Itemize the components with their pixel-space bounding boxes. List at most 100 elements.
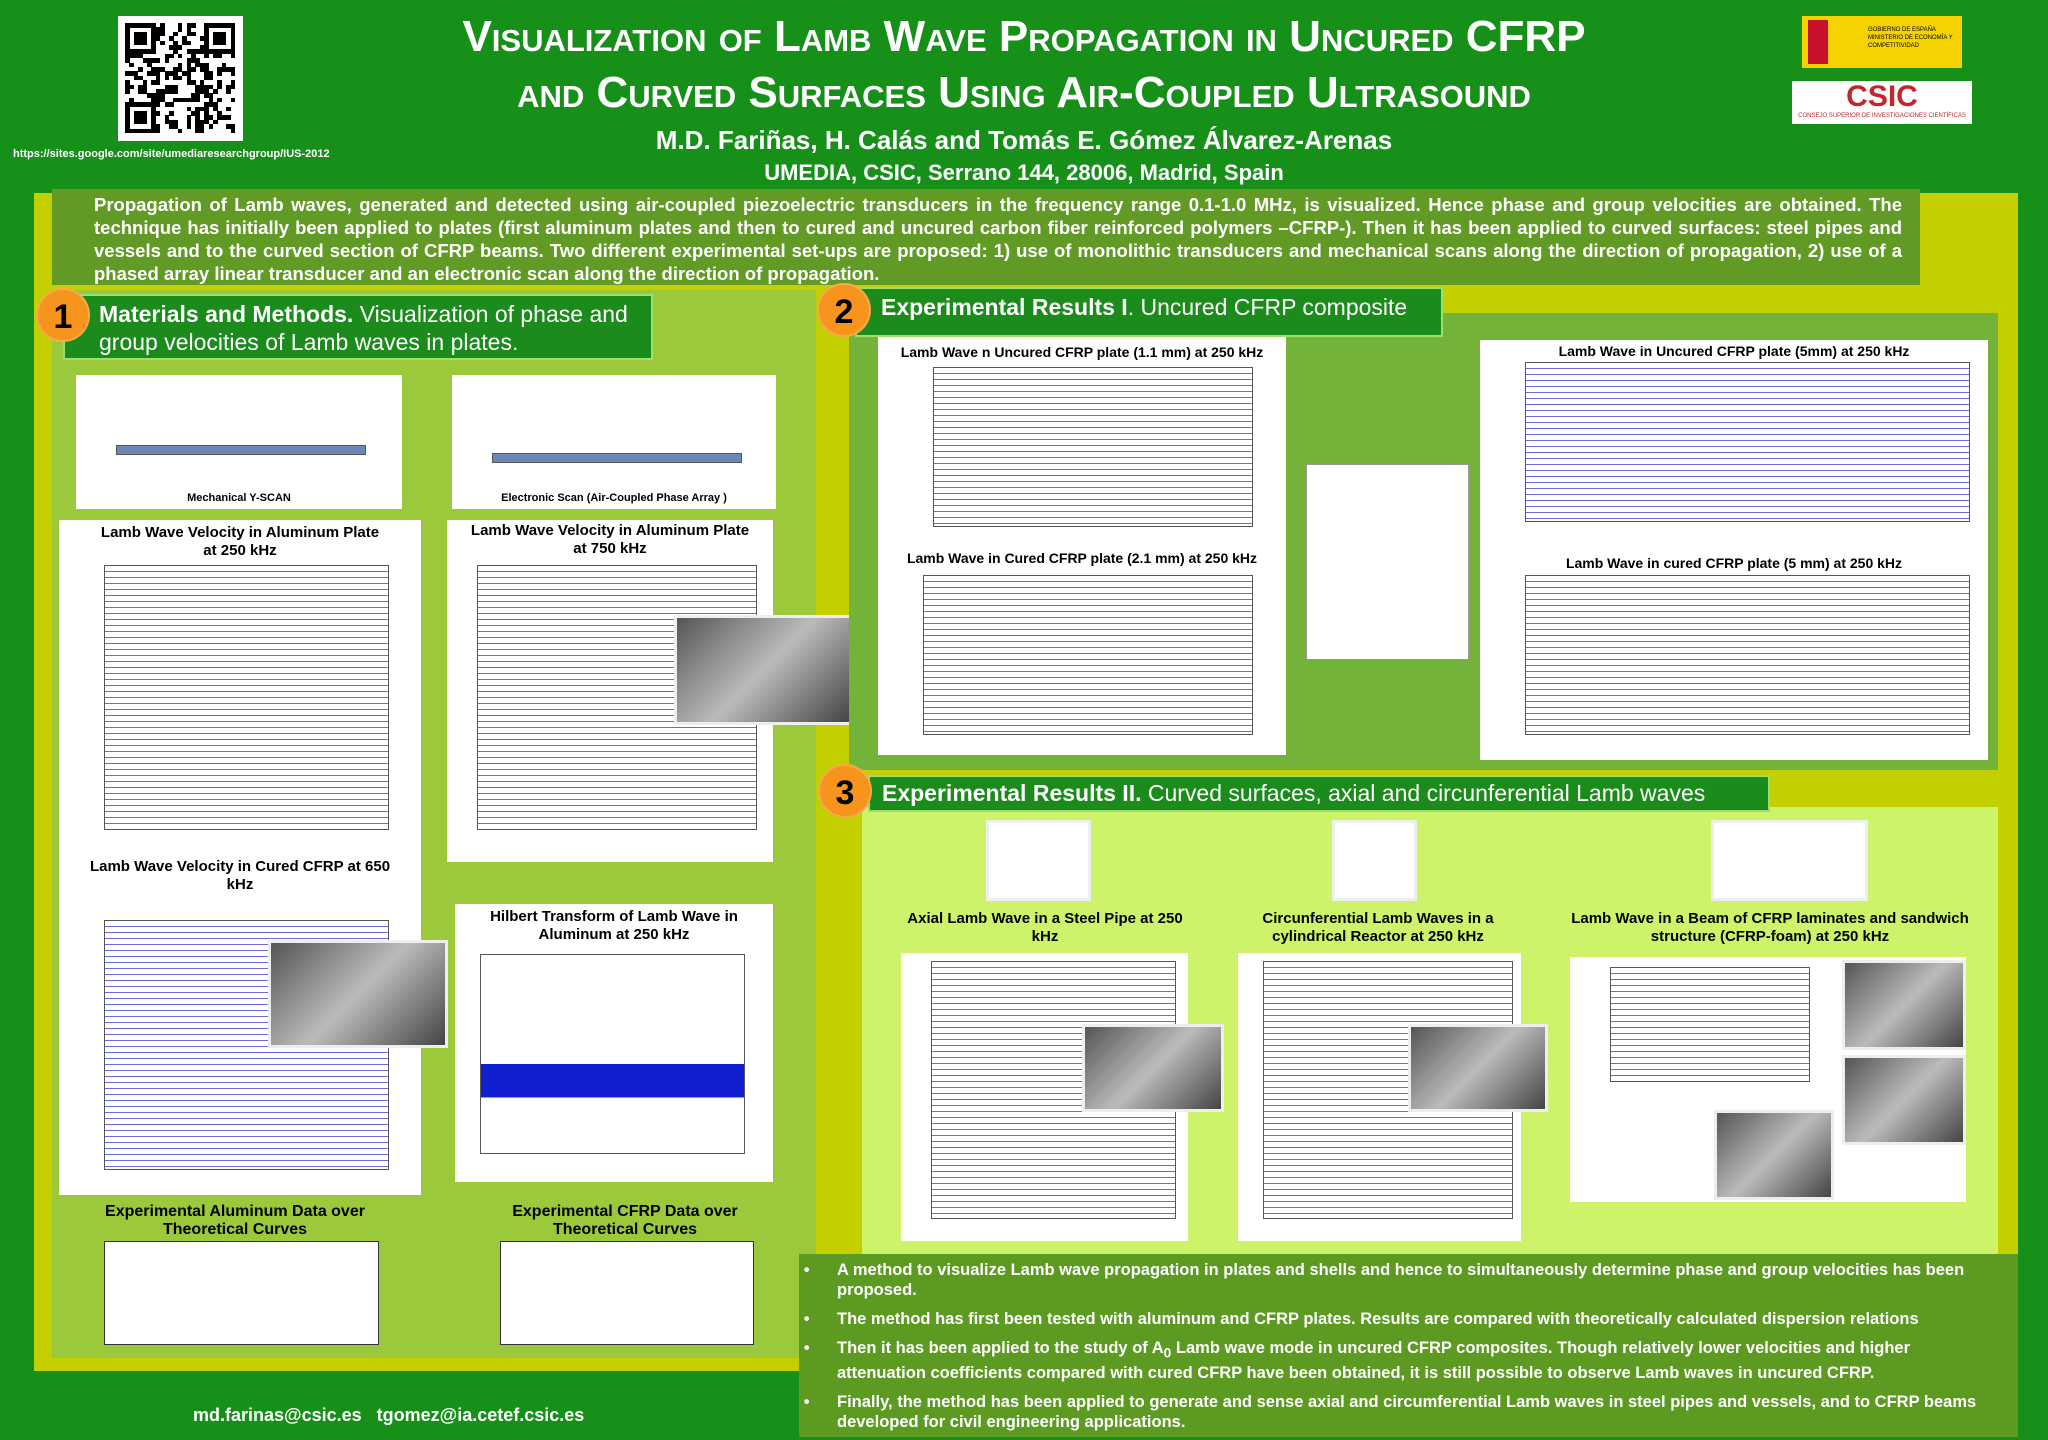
qr-module: [230, 67, 236, 72]
qr-module: [138, 31, 143, 37]
qr-module: [186, 106, 192, 112]
qr-module: [138, 119, 143, 125]
photo: [1842, 1055, 1966, 1145]
qr-module: [186, 119, 192, 125]
qr-module: [133, 111, 139, 116]
qr-module: [204, 84, 209, 90]
qr-module: [213, 36, 218, 41]
qr-module: [204, 106, 209, 112]
qr-module: [204, 45, 209, 50]
qr-module: [147, 93, 152, 99]
logo-gov: GOBIERNO DE ESPAÑA MINISTERIO DE ECONOMÍ…: [1802, 16, 1962, 68]
qr-module: [160, 27, 165, 33]
qr-module: [151, 102, 157, 107]
figure-caption: Experimental Aluminum Data over Theoreti…: [105, 1203, 365, 1238]
qr-module: [138, 84, 143, 90]
figure: Mechanical Y-SCAN: [76, 375, 402, 509]
qr-module: [204, 71, 209, 77]
qr-module: [208, 49, 214, 55]
logo-text: CSIC: [1846, 80, 1918, 113]
qr-module: [155, 80, 161, 85]
email: md.farinas@csic.es: [193, 1405, 362, 1425]
qr-module: [186, 71, 192, 77]
qr-module: [191, 111, 196, 116]
qr-module: [204, 119, 209, 125]
qr-module: [226, 23, 231, 28]
qr-module: [230, 84, 236, 90]
qr-module: [125, 119, 130, 125]
qr-module: [191, 23, 196, 28]
qr-module: [151, 23, 157, 28]
qr-module: [204, 27, 209, 33]
qr-module: [199, 45, 205, 50]
subscript: 0: [1163, 1345, 1172, 1361]
figure-caption: Lamb Wave in Uncured CFRP plate (5mm) at…: [1558, 343, 1910, 359]
qr-module: [138, 115, 143, 121]
contacts: md.farinas@csic.es tgomez@ia.cetef.csic.…: [193, 1405, 584, 1426]
qr-module: [230, 23, 236, 28]
plot: [480, 954, 745, 1154]
qr-module: [138, 53, 143, 59]
qr-module: [208, 71, 214, 77]
qr-module: [204, 89, 209, 94]
qr-module: [204, 53, 209, 59]
qr-module: [155, 67, 161, 72]
figure: [500, 1241, 754, 1345]
qr-module: [160, 89, 165, 94]
logo-csic: CSIC CONSEJO SUPERIOR DE INVESTIGACIONES…: [1792, 81, 1972, 124]
qr-code: [118, 16, 243, 141]
qr-module: [177, 53, 183, 59]
qr-module: [169, 111, 174, 116]
qr-module: [204, 102, 209, 107]
qr-module: [221, 40, 227, 46]
text: Then it has been applied to the study of…: [837, 1339, 1164, 1357]
photo: [1842, 960, 1966, 1050]
qr-module: [160, 67, 165, 72]
qr-module: [142, 80, 148, 85]
qr-module: [142, 115, 148, 121]
section-number: 3: [818, 764, 872, 818]
logo-text: MINISTERIO DE ECONOMÍA Y COMPETITIVIDAD: [1868, 35, 1953, 49]
qr-module: [142, 49, 148, 55]
qr-module: [221, 115, 227, 121]
qr-module: [186, 80, 192, 85]
qr-module: [230, 49, 236, 55]
figure-caption: Lamb Wave Velocity in Aluminum Plate at …: [470, 522, 750, 557]
qr-module: [226, 115, 231, 121]
qr-module: [164, 75, 170, 81]
qr-module: [155, 93, 161, 99]
section-title: Experimental Results II.: [882, 780, 1142, 806]
photo: [1082, 1024, 1224, 1112]
qr-module: [133, 49, 139, 55]
qr-module: [230, 97, 236, 103]
plot: [1525, 575, 1970, 735]
qr-module: [208, 115, 214, 121]
figure: [1306, 464, 1469, 660]
photo: [674, 615, 852, 725]
qr-module: [155, 124, 161, 129]
qr-module: [186, 124, 192, 129]
qr-module: [208, 97, 214, 103]
qr-module: [217, 97, 223, 103]
qr-module: [129, 102, 135, 107]
qr-module: [125, 115, 130, 121]
qr-module: [217, 53, 223, 59]
qr-module: [199, 128, 205, 134]
figure-caption: Lamb Wave in cured CFRP plate (5 mm) at …: [1565, 555, 1903, 571]
qr-module: [173, 45, 179, 50]
qr-module: [125, 111, 130, 116]
section-subtitle: Curved surfaces, axial and circunferenti…: [1141, 780, 1706, 806]
qr-module: [217, 84, 223, 90]
qr-module: [125, 45, 130, 50]
photo: [1714, 1110, 1834, 1200]
qr-module: [195, 124, 201, 129]
qr-module: [213, 106, 218, 112]
qr-module: [217, 111, 223, 116]
plot: [1610, 967, 1810, 1082]
qr-module: [213, 53, 218, 59]
figure-caption: Lamb Wave Velocity in Aluminum Plate at …: [100, 524, 380, 559]
qr-module: [125, 71, 130, 77]
qr-module: [169, 45, 174, 50]
qr-module: [217, 115, 223, 121]
conclusion: The method has first been tested with al…: [837, 1309, 1998, 1329]
